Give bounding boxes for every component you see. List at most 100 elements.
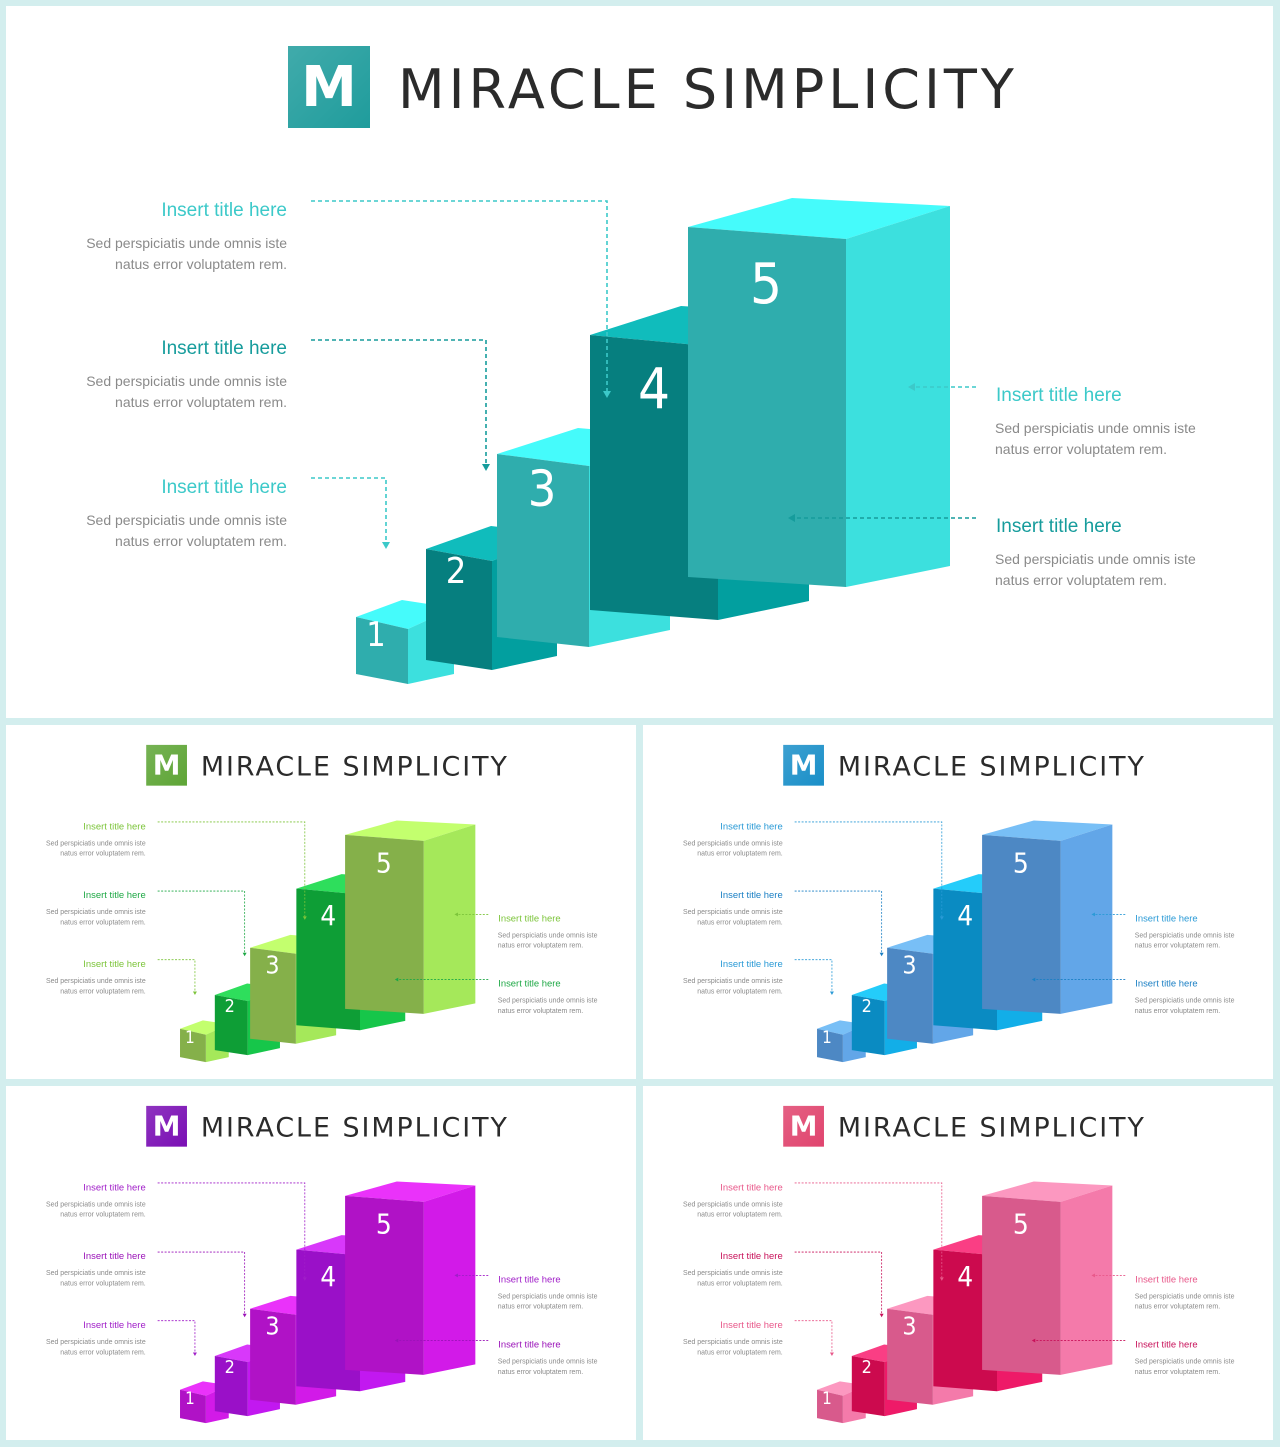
callout-left-2: Insert title here Sed perspiciatis unde o… — [46, 890, 146, 926]
callout-text-line1: Sed perspiciatis unde omnis iste — [86, 373, 287, 389]
callout-left-2: Insert title here Sed perspiciatis unde o… — [683, 890, 783, 926]
callout-text-line2: natus error voluptatem rem. — [115, 256, 287, 272]
callout-text-line1: Sed perspiciatis unde omnis iste — [46, 978, 146, 985]
callout-text-line1: Sed perspiciatis unde omnis iste — [86, 235, 287, 251]
logo-badge: M — [783, 1105, 824, 1147]
callout-text-line1: Sed perspiciatis unde omnis iste — [46, 1339, 146, 1346]
callout-text-line2: natus error voluptatem rem. — [498, 1304, 583, 1311]
step-bars: 1 2 3 4 5 — [817, 820, 1113, 1063]
callout-title: Insert title here — [498, 1274, 560, 1285]
callout-right-5: Insert title here Sed perspiciatis unde o… — [498, 979, 598, 1015]
callout-title: Insert title here — [498, 913, 560, 924]
step-bar-5: 5 — [345, 820, 476, 1014]
callout-left-2: Insert title here Sed perspiciatis unde o… — [86, 338, 287, 410]
step-number: 1 — [366, 615, 385, 655]
callout-text-line2: natus error voluptatem rem. — [697, 1280, 782, 1287]
logo-badge: M — [146, 1105, 187, 1147]
callout-title: Insert title here — [720, 1182, 782, 1193]
slide-canvas: M MIRACLE SIMPLICITY 1 2 3 4 5 Insert title her… — [46, 1105, 598, 1424]
logo-letter: M — [153, 749, 181, 782]
slide-canvas: M MIRACLE SIMPLICITY 1 2 3 4 5 Insert title her… — [683, 744, 1235, 1063]
callout-right-4: Insert title here Sed perspiciatis unde o… — [995, 385, 1196, 457]
step-number: 1 — [822, 1027, 832, 1047]
callout-left-2: Insert title here Sed perspiciatis unde o… — [46, 1251, 146, 1287]
step-bars: 1 2 3 4 5 — [180, 820, 476, 1063]
callout-text-line1: Sed perspiciatis unde omnis iste — [1135, 1293, 1235, 1300]
callout-title: Insert title here — [720, 1320, 782, 1331]
callout-title: Insert title here — [720, 890, 782, 901]
callout-left-3: Insert title here Sed perspiciatis unde o… — [683, 1320, 783, 1356]
step-bar-5: 5 — [345, 1181, 476, 1375]
slide-title: MIRACLE SIMPLICITY — [201, 1113, 509, 1144]
callout-title: Insert title here — [720, 959, 782, 970]
callout-left-3: Insert title here Sed perspiciatis unde o… — [46, 1320, 146, 1356]
callout-text-line2: natus error voluptatem rem. — [498, 943, 583, 950]
step-number: 5 — [1013, 847, 1029, 880]
step-number: 3 — [902, 1312, 916, 1341]
callout-right-4: Insert title here Sed perspiciatis unde o… — [1135, 1274, 1235, 1310]
callout-text-line1: Sed perspiciatis unde omnis iste — [1135, 932, 1235, 939]
callout-left-1: Insert title here Sed perspiciatis unde o… — [46, 1182, 146, 1218]
callout-text-line2: natus error voluptatem rem. — [697, 919, 782, 926]
callout-title: Insert title here — [83, 890, 145, 901]
logo-badge: M — [146, 744, 187, 786]
step-number: 4 — [320, 899, 336, 932]
callout-text-line2: natus error voluptatem rem. — [995, 441, 1167, 457]
callout-text-line1: Sed perspiciatis unde omnis iste — [1135, 997, 1235, 1004]
callout-left-2: Insert title here Sed perspiciatis unde o… — [683, 1251, 783, 1287]
slide-canvas: M MIRACLE SIMPLICITY 1 2 3 4 5 Insert title her… — [683, 1105, 1235, 1424]
callout-right-5: Insert title here Sed perspiciatis unde o… — [1135, 1340, 1235, 1376]
callout-title: Insert title here — [996, 516, 1122, 537]
callout-text-line2: natus error voluptatem rem. — [1135, 1369, 1220, 1376]
callout-text-line2: natus error voluptatem rem. — [60, 1212, 145, 1219]
slide-canvas: M MIRACLE SIMPLICITY 1 2 3 4 5 Insert title her… — [46, 744, 598, 1063]
callout-text-line1: Sed perspiciatis unde omnis iste — [1135, 1358, 1235, 1365]
callout-text-line2: natus error voluptatem rem. — [60, 919, 145, 926]
step-number: 2 — [446, 551, 467, 592]
callout-title: Insert title here — [1135, 1340, 1197, 1351]
callout-title: Insert title here — [1135, 1274, 1197, 1285]
callout-text-line2: natus error voluptatem rem. — [60, 1280, 145, 1287]
step-number: 2 — [225, 1357, 235, 1378]
callout-text-line1: Sed perspiciatis unde omnis iste — [46, 1201, 146, 1208]
step-number: 4 — [320, 1260, 336, 1293]
callout-text-line1: Sed perspiciatis unde omnis iste — [683, 1270, 783, 1277]
callout-text-line2: natus error voluptatem rem. — [995, 572, 1167, 588]
callout-title: Insert title here — [83, 1182, 145, 1193]
step-number: 3 — [265, 1312, 279, 1341]
slide-purple: M MIRACLE SIMPLICITY 1 2 3 4 5 Insert title her… — [6, 1086, 636, 1440]
callout-text-line1: Sed perspiciatis unde omnis iste — [86, 512, 287, 528]
step-bar-5: 5 — [982, 1181, 1113, 1375]
callout-title: Insert title here — [720, 1251, 782, 1262]
callout-text-line1: Sed perspiciatis unde omnis iste — [46, 1270, 146, 1277]
callout-text-line1: Sed perspiciatis unde omnis iste — [46, 909, 146, 916]
step-number: 4 — [957, 1260, 973, 1293]
step-number: 3 — [528, 460, 557, 518]
callout-title: Insert title here — [498, 979, 560, 990]
callout-text-line1: Sed perspiciatis unde omnis iste — [683, 840, 783, 847]
callout-text-line2: natus error voluptatem rem. — [1135, 1008, 1220, 1015]
slide-canvas: M MIRACLE SIMPLICITY 1 2 3 4 5 Insert title her… — [86, 46, 1196, 684]
step-number: 5 — [376, 1208, 392, 1241]
callout-title: Insert title here — [83, 1251, 145, 1262]
slide-title: MIRACLE SIMPLICITY — [838, 752, 1146, 783]
callout-text-line2: natus error voluptatem rem. — [60, 988, 145, 995]
step-number: 1 — [822, 1388, 832, 1408]
callout-text-line2: natus error voluptatem rem. — [498, 1008, 583, 1015]
callout-left-3: Insert title here Sed perspiciatis unde o… — [86, 477, 287, 549]
callout-text-line2: natus error voluptatem rem. — [60, 1349, 145, 1356]
callout-text-line1: Sed perspiciatis unde omnis iste — [498, 1293, 598, 1300]
step-number: 4 — [957, 899, 973, 932]
step-number: 5 — [1013, 1208, 1029, 1241]
callout-left-1: Insert title here Sed perspiciatis unde o… — [46, 821, 146, 857]
callout-right-4: Insert title here Sed perspiciatis unde o… — [1135, 913, 1235, 949]
step-number: 5 — [376, 847, 392, 880]
callout-text-line1: Sed perspiciatis unde omnis iste — [995, 420, 1196, 436]
step-number: 2 — [225, 996, 235, 1017]
callout-text-line2: natus error voluptatem rem. — [697, 851, 782, 858]
logo-letter: M — [153, 1110, 181, 1143]
callout-text-line2: natus error voluptatem rem. — [697, 988, 782, 995]
callout-right-5: Insert title here Sed perspiciatis unde o… — [498, 1340, 598, 1376]
step-number: 3 — [265, 951, 279, 980]
callout-text-line1: Sed perspiciatis unde omnis iste — [683, 1339, 783, 1346]
